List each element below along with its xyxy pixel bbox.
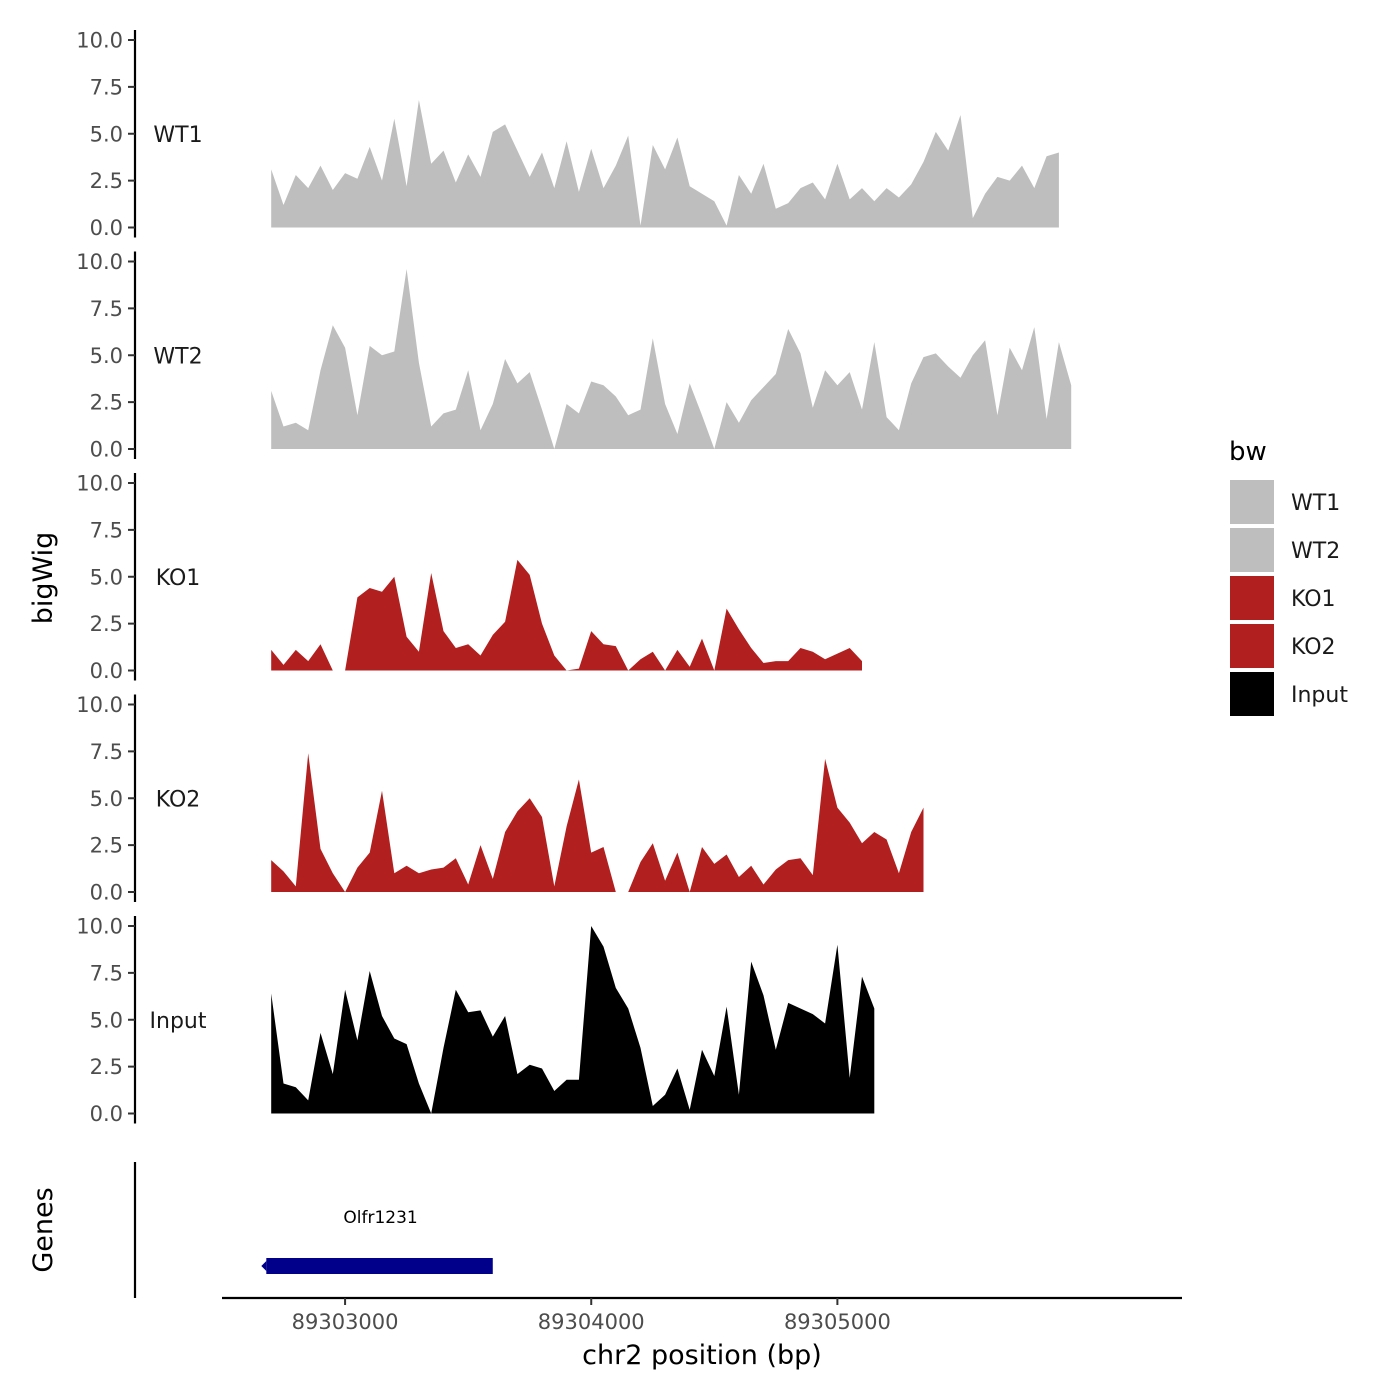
y-tick-label: 7.5: [90, 297, 123, 321]
track-label-ko2: KO2: [156, 787, 201, 812]
x-tick-label: 89304000: [538, 1310, 645, 1334]
y-tick-label: 10.0: [76, 915, 123, 939]
y-tick-label: 10.0: [76, 693, 123, 717]
legend-label-wt1: WT1: [1291, 491, 1340, 516]
coverage-area-ko2: [271, 753, 924, 892]
y-tick-label: 10.0: [76, 29, 123, 53]
legend-label-ko1: KO1: [1291, 587, 1336, 612]
y-tick-label: 5.0: [90, 1008, 123, 1032]
x-tick-label: 89303000: [292, 1310, 399, 1334]
track-input: 0.0 2.5 5.0 7.5 10.0 Input: [76, 915, 875, 1126]
legend-swatch-ko2: [1230, 624, 1274, 668]
bigwig-tracks: 0.02.55.07.510.0WT10.02.55.07.510.0WT20.…: [76, 29, 1072, 1126]
y-tick-label: 7.5: [90, 518, 123, 542]
x-tick-label: 89305000: [784, 1310, 891, 1334]
coverage-area-input: [271, 926, 875, 1114]
x-axis-title: chr2 position (bp): [582, 1340, 822, 1371]
gene-bar-olfr1231: [266, 1258, 493, 1274]
gene-strand-arrow: [261, 1261, 267, 1271]
y-tick-label: 7.5: [90, 961, 123, 985]
legend-swatch-input: [1230, 672, 1274, 716]
y-tick-label: 2.5: [90, 1055, 123, 1079]
legend-swatch-ko1: [1230, 576, 1274, 620]
legend-label-input: Input: [1291, 683, 1348, 708]
track-label-wt1: WT1: [153, 123, 202, 148]
y-tick-label: 0.0: [90, 1102, 123, 1126]
y-tick-label: 0.0: [90, 438, 123, 462]
legend: bw WT1 WT2 KO1 KO2 Input: [1229, 437, 1348, 716]
track-label-input: Input: [150, 1009, 207, 1034]
track-ko1: 0.0 2.5 5.0 7.5 10.0 KO1: [76, 472, 862, 683]
track-wt2: 0.0 2.5 5.0 7.5 10.0 WT2: [76, 250, 1072, 462]
track-ko2: 0.0 2.5 5.0 7.5 10.0 KO2: [76, 693, 924, 905]
y-tick-label: 5.0: [90, 122, 123, 146]
track-label-ko1: KO1: [156, 566, 201, 591]
y-tick-label: 5.0: [90, 565, 123, 589]
legend-title: bw: [1229, 437, 1267, 467]
y-tick-label: 7.5: [90, 75, 123, 99]
y-tick-label: 10.0: [76, 472, 123, 496]
y-tick-label: 2.5: [90, 612, 123, 636]
x-axis: 89303000 89304000 89305000: [222, 1296, 1182, 1334]
track-wt1: 0.0 2.5 5.0 7.5 10.0 WT1: [76, 29, 1059, 240]
legend-label-wt2: WT2: [1291, 539, 1340, 564]
y-tick-label: 2.5: [90, 169, 123, 193]
y-tick-label: 5.0: [90, 787, 123, 811]
y-tick-label: 2.5: [90, 834, 123, 858]
y-tick-label: 7.5: [90, 740, 123, 764]
track-label-wt2: WT2: [153, 344, 202, 369]
coverage-area-wt1: [271, 100, 1059, 228]
y-tick-label: 2.5: [90, 391, 123, 415]
y-axis-title: bigWig: [28, 532, 59, 625]
coverage-area-wt2: [271, 269, 1072, 449]
coverage-area-ko1: [271, 559, 862, 671]
legend-swatch-wt2: [1230, 528, 1274, 572]
gene-features: Olfr1231: [261, 1208, 493, 1274]
legend-swatch-wt1: [1230, 480, 1274, 524]
legend-label-ko2: KO2: [1291, 635, 1336, 660]
y-tick-label: 10.0: [76, 250, 123, 274]
y-tick-label: 5.0: [90, 344, 123, 368]
y-tick-label: 0.0: [90, 659, 123, 683]
genes-axis-title: Genes: [28, 1187, 59, 1272]
gene-panel: Olfr1231: [133, 1162, 493, 1298]
gene-label-olfr1231: Olfr1231: [343, 1208, 417, 1228]
y-tick-label: 0.0: [90, 881, 123, 905]
y-tick-label: 0.0: [90, 216, 123, 240]
